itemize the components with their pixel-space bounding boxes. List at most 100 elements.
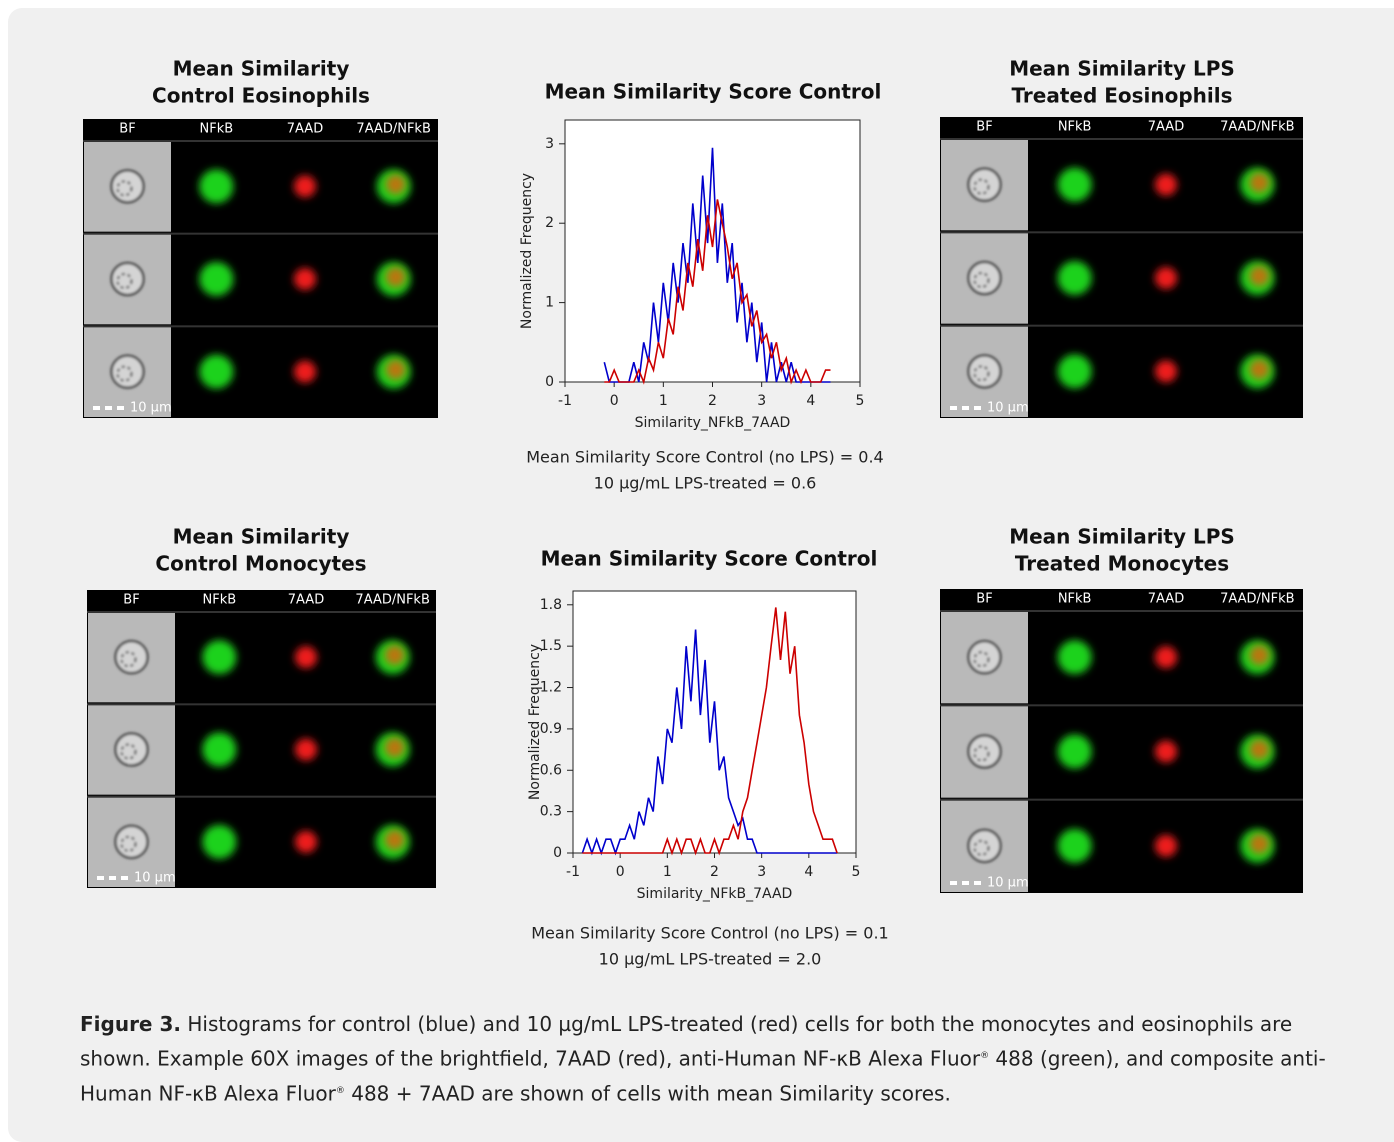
composite-red — [385, 174, 406, 195]
composite-red — [1249, 359, 1270, 380]
plot-area — [572, 590, 857, 854]
caption: Figure 3. Histograms for control (blue) … — [80, 1008, 1345, 1109]
column-header: BF — [976, 592, 992, 607]
cell-outline — [114, 732, 149, 767]
cell-texture — [973, 272, 990, 288]
nfkb-stain — [1057, 828, 1092, 863]
cell-outline — [967, 639, 1002, 675]
cell-texture — [120, 835, 137, 852]
composite-red — [384, 737, 405, 758]
y-tick-label: 2 — [545, 215, 554, 231]
row-divider — [940, 324, 1303, 327]
scale-label: 10 µm — [134, 871, 176, 886]
cell-texture — [973, 745, 990, 762]
composite-red — [385, 267, 406, 287]
column-header: BF — [976, 120, 992, 135]
histogram-line — [582, 607, 838, 856]
x-tick-label: -1 — [558, 393, 572, 409]
nfkb-stain — [199, 169, 234, 204]
chart-note: Mean Similarity Score Control (no LPS) =… — [526, 448, 883, 467]
cell-texture — [120, 651, 137, 668]
aad-stain — [1155, 267, 1177, 289]
y-tick-label: 1.8 — [540, 597, 562, 613]
cell-outline — [110, 354, 145, 389]
caption-text: 488 (green), and composite anti-Human NF… — [80, 1046, 1326, 1106]
row-divider — [87, 795, 436, 798]
y-tick-label: 0 — [553, 845, 562, 861]
y-axis-label: Normalized Frequency — [527, 644, 543, 800]
panel-title: Mean Similarity — [173, 57, 350, 81]
cell-outline — [114, 824, 149, 860]
nfkb-stain — [1057, 734, 1092, 769]
scale-bar — [962, 881, 969, 885]
y-tick-label: 1.2 — [540, 680, 562, 696]
scale-bar — [962, 406, 969, 410]
panel-title: Mean Similarity LPS — [1009, 57, 1235, 81]
cell-outline — [110, 261, 145, 297]
x-tick-label: 4 — [804, 864, 813, 880]
aad-stain — [294, 268, 316, 290]
scale-label: 10 µm — [987, 401, 1029, 416]
x-tick-label: 5 — [856, 393, 865, 409]
nfkb-stain — [1057, 261, 1092, 295]
column-header: BF — [123, 593, 139, 608]
column-header: 7AAD — [287, 122, 323, 137]
y-tick-label: 1 — [545, 295, 554, 311]
scale-bar — [105, 406, 112, 410]
aad-stain — [295, 738, 317, 761]
cell-outline — [967, 734, 1002, 769]
aad-stain — [1155, 834, 1177, 857]
caption-label: Figure 3. — [80, 1012, 181, 1036]
aad-stain — [294, 175, 316, 198]
column-header: 7AAD/NFkB — [1220, 120, 1294, 135]
composite-red — [384, 645, 405, 666]
row-divider — [940, 704, 1303, 707]
column-header: 7AAD/NFkB — [1220, 592, 1294, 607]
composite-red — [1249, 172, 1270, 193]
cell-outline — [967, 167, 1002, 202]
scale-label: 10 µm — [130, 401, 172, 416]
histogram-line — [603, 147, 831, 383]
cell-texture — [973, 839, 990, 856]
row-divider — [940, 798, 1303, 801]
scale-bar — [109, 876, 116, 880]
cell-outline — [967, 828, 1002, 864]
cell-texture — [116, 180, 133, 197]
scale-label: 10 µm — [987, 876, 1029, 891]
column-header: NFkB — [1058, 592, 1092, 607]
column-header: NFkB — [203, 593, 237, 608]
panel-title: Control Monocytes — [155, 552, 366, 576]
x-tick-label: -1 — [566, 864, 580, 880]
x-tick-label: 2 — [710, 864, 719, 880]
panel-title: Mean Similarity LPS — [1009, 525, 1235, 549]
composite-red — [385, 359, 406, 380]
row-divider — [940, 610, 1303, 612]
nfkb-stain — [199, 262, 234, 296]
nfkb-stain — [202, 824, 237, 859]
aad-stain — [1155, 646, 1177, 669]
composite-red — [1249, 645, 1270, 666]
x-axis-label: Similarity_NFkB_7AAD — [637, 886, 793, 902]
x-tick-label: 3 — [757, 393, 766, 409]
aad-stain — [294, 360, 316, 383]
y-tick-label: 0.9 — [540, 721, 562, 737]
y-tick-label: 3 — [545, 136, 554, 152]
histogram-line — [604, 199, 831, 385]
nfkb-stain — [199, 354, 234, 389]
histogram-line — [581, 629, 838, 856]
x-tick-label: 2 — [708, 393, 717, 409]
x-tick-label: 1 — [663, 864, 672, 880]
column-header: 7AAD/NFkB — [356, 122, 430, 137]
panel-title: Mean Similarity — [173, 525, 350, 549]
cell-outline — [967, 354, 1002, 389]
aad-stain — [1155, 740, 1177, 763]
cell-texture — [973, 365, 990, 382]
cell-texture — [116, 365, 133, 382]
composite-red — [1249, 833, 1270, 854]
caption-sup: ® — [980, 1051, 990, 1061]
cell-texture — [973, 178, 990, 195]
y-axis-label: Normalized Frequency — [519, 173, 535, 329]
